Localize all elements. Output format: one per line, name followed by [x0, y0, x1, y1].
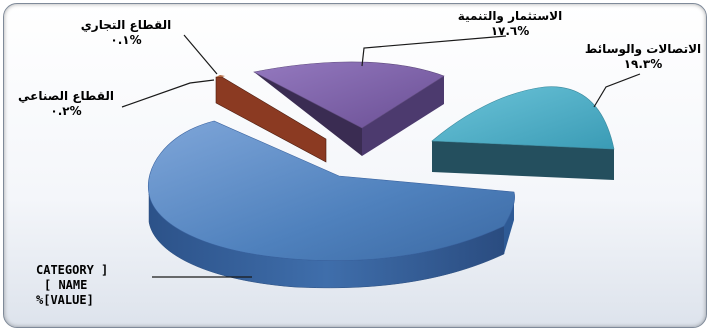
label-investment-name: الاستثمار والتنمية — [457, 9, 563, 23]
chart-frame: القطاع التجاري %٠.١ الاستثمار والتنمية %… — [3, 3, 707, 328]
label-placeholder-line1: CATEGORY ] — [36, 263, 109, 277]
slice-side-investment-left — [254, 72, 362, 156]
label-investment: الاستثمار والتنمية %١٧.٦ — [440, 9, 580, 39]
pie-chart — [121, 34, 641, 289]
label-placeholder-line2: [ NAME — [44, 278, 88, 292]
leader-commercial — [183, 34, 218, 75]
label-telecom-value: %١٩.٣ — [623, 57, 663, 71]
label-commercial-name: القطاع التجاري — [80, 18, 172, 32]
label-commercial-value: %٠.١ — [110, 33, 142, 47]
label-telecom-name: الاتصالات والوسائط — [584, 42, 702, 56]
leader-telecom — [593, 73, 641, 108]
label-commercial: القطاع التجاري %٠.١ — [70, 18, 182, 48]
slice-top-other — [147, 120, 515, 261]
slice-side-telecom — [432, 141, 614, 180]
label-industrial-name: القطاع الصناعي — [17, 89, 114, 103]
leader-industrial — [121, 79, 215, 108]
label-placeholder: CATEGORY ] [ NAME %[VALUE] — [36, 263, 156, 308]
leader-investment — [361, 35, 507, 67]
label-industrial: القطاع الصناعي %٠.٢ — [8, 89, 124, 119]
slice-top-investment — [253, 61, 445, 129]
slice-side-investment-right — [362, 76, 444, 156]
label-investment-value: %١٧.٦ — [490, 24, 530, 38]
label-industrial-value: %٠.٢ — [50, 104, 82, 118]
label-telecom: الاتصالات والوسائط %١٩.٣ — [578, 42, 706, 72]
label-placeholder-line3: %[VALUE] — [36, 293, 94, 307]
slice-top-telecom — [431, 86, 615, 150]
slice-commercial — [216, 75, 225, 77]
